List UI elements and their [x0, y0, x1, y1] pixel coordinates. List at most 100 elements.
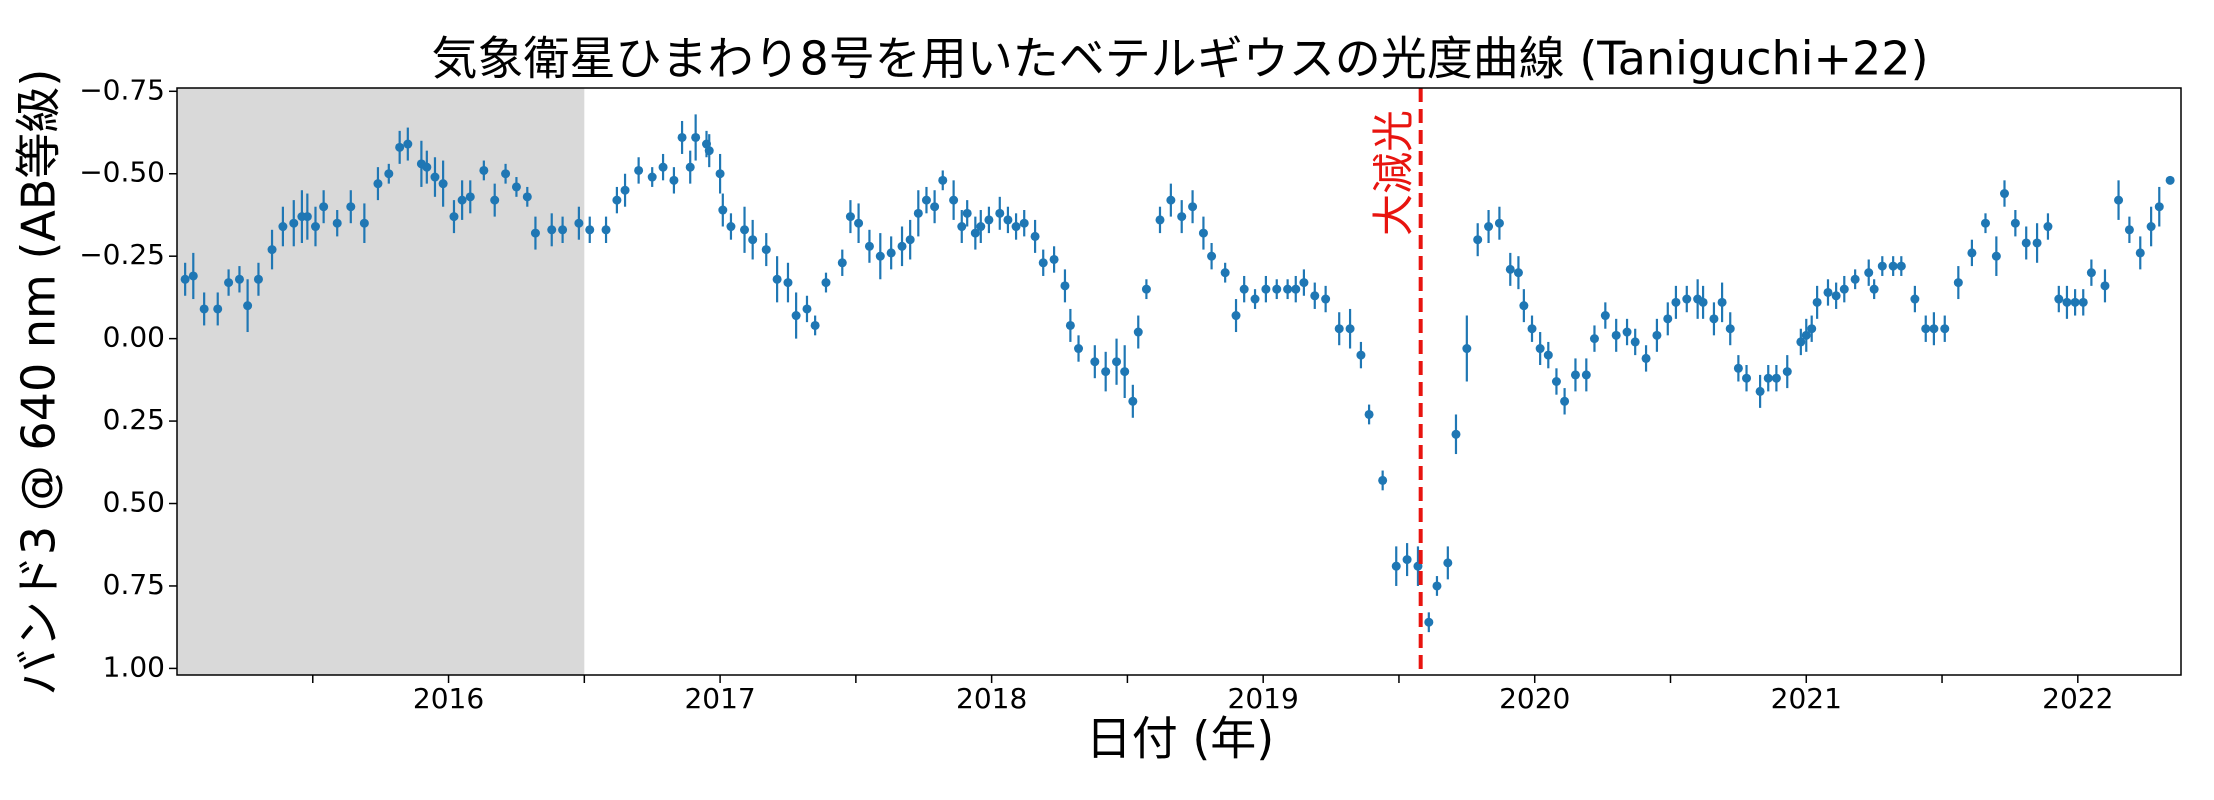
- data-point: [1141, 284, 1151, 294]
- data-point: [1291, 284, 1301, 294]
- y-tick-label: 0.75: [103, 568, 165, 601]
- data-point: [253, 274, 263, 284]
- data-point: [1090, 357, 1100, 367]
- data-point: [854, 218, 864, 228]
- data-point: [1432, 581, 1442, 591]
- data-point: [772, 274, 782, 284]
- data-point: [1356, 350, 1366, 360]
- data-point: [2124, 225, 2134, 235]
- data-point: [2043, 222, 2053, 232]
- data-point: [1929, 324, 1939, 334]
- data-point: [669, 175, 679, 185]
- shaded-span: [177, 88, 585, 675]
- data-point: [1999, 189, 2009, 199]
- data-point: [346, 202, 356, 212]
- data-point: [530, 228, 540, 238]
- data-point: [1505, 264, 1515, 274]
- data-point: [761, 245, 771, 255]
- data-point: [1652, 330, 1662, 340]
- data-point: [620, 185, 630, 195]
- data-point: [1519, 301, 1529, 311]
- data-point: [1364, 409, 1374, 419]
- data-point: [962, 208, 972, 218]
- data-point: [1060, 281, 1070, 291]
- data-point: [2135, 248, 2145, 258]
- data-point: [1600, 311, 1610, 321]
- data-point: [821, 278, 831, 288]
- data-point: [2154, 202, 2164, 212]
- data-point: [1003, 215, 1013, 225]
- data-point: [995, 208, 1005, 218]
- data-point: [677, 132, 687, 142]
- data-point: [457, 195, 467, 205]
- data-point: [547, 225, 557, 235]
- data-point: [913, 208, 923, 218]
- data-point: [718, 205, 728, 215]
- data-point: [1611, 330, 1621, 340]
- y-tick-label: 0.50: [103, 486, 165, 519]
- data-point: [921, 195, 931, 205]
- data-point: [490, 195, 500, 205]
- y-tick-label: 0.00: [103, 321, 165, 354]
- data-point: [1513, 268, 1523, 278]
- data-point: [1622, 327, 1632, 337]
- y-tick-label: −0.25: [79, 238, 165, 271]
- data-point: [1698, 297, 1708, 307]
- data-point: [1896, 261, 1906, 271]
- data-point: [310, 222, 320, 232]
- data-point: [634, 165, 644, 175]
- data-point: [1231, 311, 1241, 321]
- data-point: [1198, 228, 1208, 238]
- data-point: [938, 175, 948, 185]
- data-point: [1133, 327, 1143, 337]
- y-tick-label: −0.75: [79, 73, 165, 106]
- data-point: [647, 172, 657, 182]
- data-point: [278, 222, 288, 232]
- data-point: [1112, 357, 1122, 367]
- data-point: [2010, 218, 2020, 228]
- data-point: [267, 245, 277, 255]
- data-point: [1535, 344, 1545, 354]
- data-point: [1391, 561, 1401, 571]
- data-point: [1869, 284, 1879, 294]
- data-point: [837, 258, 847, 268]
- x-tick-label: 2017: [684, 682, 755, 715]
- data-point: [1581, 370, 1591, 380]
- data-point: [332, 218, 342, 228]
- data-point: [384, 169, 394, 179]
- data-point: [1570, 370, 1580, 380]
- chart-title: 気象衛星ひまわり8号を用いたベテルギウスの光度曲線 (Taniguchi+22): [431, 32, 1928, 86]
- data-point: [2165, 175, 2175, 185]
- y-tick-label: 1.00: [103, 650, 165, 683]
- data-point: [1742, 373, 1752, 383]
- data-point: [1725, 324, 1735, 334]
- data-point: [864, 241, 874, 251]
- data-point: [1940, 324, 1950, 334]
- data-point: [1030, 231, 1040, 241]
- data-point: [1065, 320, 1075, 330]
- data-point: [1101, 367, 1111, 377]
- data-point: [438, 179, 448, 189]
- data-point: [1877, 261, 1887, 271]
- data-point: [2078, 297, 2088, 307]
- data-point: [243, 301, 253, 311]
- data-point: [373, 179, 383, 189]
- data-point: [1801, 330, 1811, 340]
- data-point: [1671, 297, 1681, 307]
- x-tick-label: 2021: [1771, 682, 1842, 715]
- data-point: [976, 222, 986, 232]
- data-point: [783, 278, 793, 288]
- data-point: [1663, 314, 1673, 324]
- data-point: [1771, 373, 1781, 383]
- data-point: [2070, 297, 2080, 307]
- event-label: 大減光: [1369, 110, 1418, 236]
- data-point: [522, 192, 532, 202]
- data-point: [422, 162, 432, 172]
- data-point: [1682, 294, 1692, 304]
- data-point: [2146, 222, 2156, 232]
- data-point: [930, 202, 940, 212]
- data-point: [1717, 297, 1727, 307]
- x-axis-label: 日付 (年): [1086, 712, 1275, 766]
- data-point: [748, 235, 758, 245]
- data-point: [1473, 235, 1483, 245]
